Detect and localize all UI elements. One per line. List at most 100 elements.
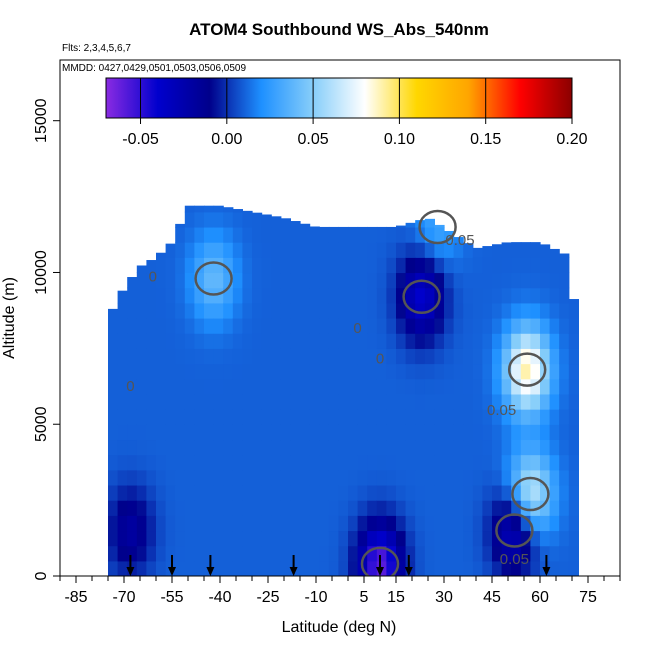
heatmap-cell — [396, 500, 407, 516]
heatmap-cell — [184, 454, 195, 471]
colorbar-tick-label: 0.20 — [556, 131, 587, 148]
heatmap-cell — [309, 302, 320, 319]
heatmap-cell — [376, 378, 387, 395]
heatmap-cell — [453, 363, 464, 380]
heatmap-cell — [453, 454, 464, 471]
heatmap-cell — [415, 257, 426, 274]
heatmap-cell — [309, 333, 320, 349]
heatmap-cell — [117, 333, 128, 349]
heatmap-cell — [280, 515, 291, 532]
heatmap-cell — [357, 424, 368, 441]
heatmap-cell — [424, 469, 435, 486]
heatmap-cell — [434, 560, 445, 576]
heatmap-cell — [492, 484, 503, 501]
heatmap-cell — [434, 500, 445, 516]
heatmap-cell — [472, 302, 483, 319]
heatmap-cell — [290, 318, 301, 334]
heatmap-cell — [136, 363, 147, 380]
heatmap-cell — [472, 469, 483, 486]
heatmap-cell — [117, 545, 128, 562]
heatmap-cell — [511, 484, 522, 501]
x-tick-label: 15 — [387, 589, 405, 606]
heatmap-cell — [559, 500, 570, 516]
heatmap-cell — [280, 560, 291, 576]
heatmap-cell — [367, 439, 378, 456]
heatmap-cell — [328, 393, 339, 410]
heatmap-cell — [482, 560, 493, 576]
heatmap-cell — [175, 348, 186, 365]
heatmap-cell — [338, 333, 349, 349]
x-tick-label: 45 — [483, 589, 501, 606]
heatmap-cell — [127, 378, 138, 395]
heatmap-cell — [357, 272, 368, 289]
heatmap-cell — [194, 378, 205, 395]
heatmap-cell — [415, 287, 426, 304]
heatmap-cell — [290, 348, 301, 365]
heatmap-cell — [568, 409, 579, 425]
contour-label: 0 — [376, 351, 384, 368]
heatmap-cell — [357, 530, 368, 547]
heatmap-cell — [261, 500, 272, 516]
heatmap-cell — [117, 454, 128, 471]
heatmap-cell — [146, 439, 157, 456]
heatmap-cell — [300, 439, 311, 456]
heatmap-cell — [271, 424, 282, 441]
heatmap-cell — [175, 242, 186, 258]
heatmap-cell — [415, 318, 426, 334]
heatmap-cell — [415, 439, 426, 456]
heatmap-cell — [280, 530, 291, 547]
heatmap-cell — [482, 409, 493, 425]
heatmap-cell — [559, 348, 570, 365]
heatmap-cell — [338, 530, 349, 547]
heatmap-cell — [444, 484, 455, 501]
heatmap-cell — [261, 348, 272, 365]
chart-title: ATOM4 Southbound WS_Abs_540nm — [189, 20, 489, 39]
heatmap-cell — [146, 424, 157, 441]
heatmap-cell — [376, 226, 387, 243]
heatmap-cell — [424, 530, 435, 547]
heatmap-cell — [367, 454, 378, 471]
heatmap-cell — [482, 545, 493, 562]
heatmap-cell — [424, 318, 435, 334]
heatmap-cell — [223, 287, 234, 304]
heatmap-cell — [405, 409, 416, 425]
heatmap-cell — [348, 272, 359, 289]
heatmap-cell — [482, 469, 493, 486]
heatmap-cell — [472, 378, 483, 395]
heatmap-cell — [434, 545, 445, 562]
heatmap-cell — [156, 257, 167, 274]
heatmap-cell — [444, 393, 455, 410]
heatmap-cell — [204, 287, 215, 304]
heatmap-cell — [357, 318, 368, 334]
heatmap-cell — [396, 424, 407, 441]
heatmap-cell — [501, 439, 512, 456]
heatmap-cell — [127, 277, 138, 289]
heatmap-cell — [280, 545, 291, 562]
heatmap-cell — [194, 211, 205, 228]
heatmap-cell — [165, 469, 176, 486]
heatmap-cell — [386, 257, 397, 274]
heatmap-cell — [156, 530, 167, 547]
heatmap-cell — [252, 500, 263, 516]
heatmap-cell — [290, 226, 301, 243]
heatmap-cell — [165, 454, 176, 471]
heatmap-cell — [472, 424, 483, 441]
heatmap-cell — [540, 500, 551, 516]
heatmap-cell — [309, 424, 320, 441]
heatmap-cell — [367, 257, 378, 274]
heatmap-cell — [348, 515, 359, 532]
heatmap-cell — [156, 515, 167, 532]
heatmap-cell — [396, 515, 407, 532]
heatmap-cell — [396, 469, 407, 486]
heatmap-cell — [549, 248, 560, 258]
heatmap-cell — [338, 560, 349, 576]
heatmap-cell — [271, 530, 282, 547]
heatmap-cell — [280, 257, 291, 274]
contour-line — [194, 261, 233, 296]
heatmap-cell — [175, 257, 186, 274]
heatmap-cell — [309, 318, 320, 334]
heatmap-cell — [213, 454, 224, 471]
heatmap-cell — [213, 205, 224, 213]
heatmap-cell — [184, 484, 195, 501]
heatmap-cell — [300, 302, 311, 319]
